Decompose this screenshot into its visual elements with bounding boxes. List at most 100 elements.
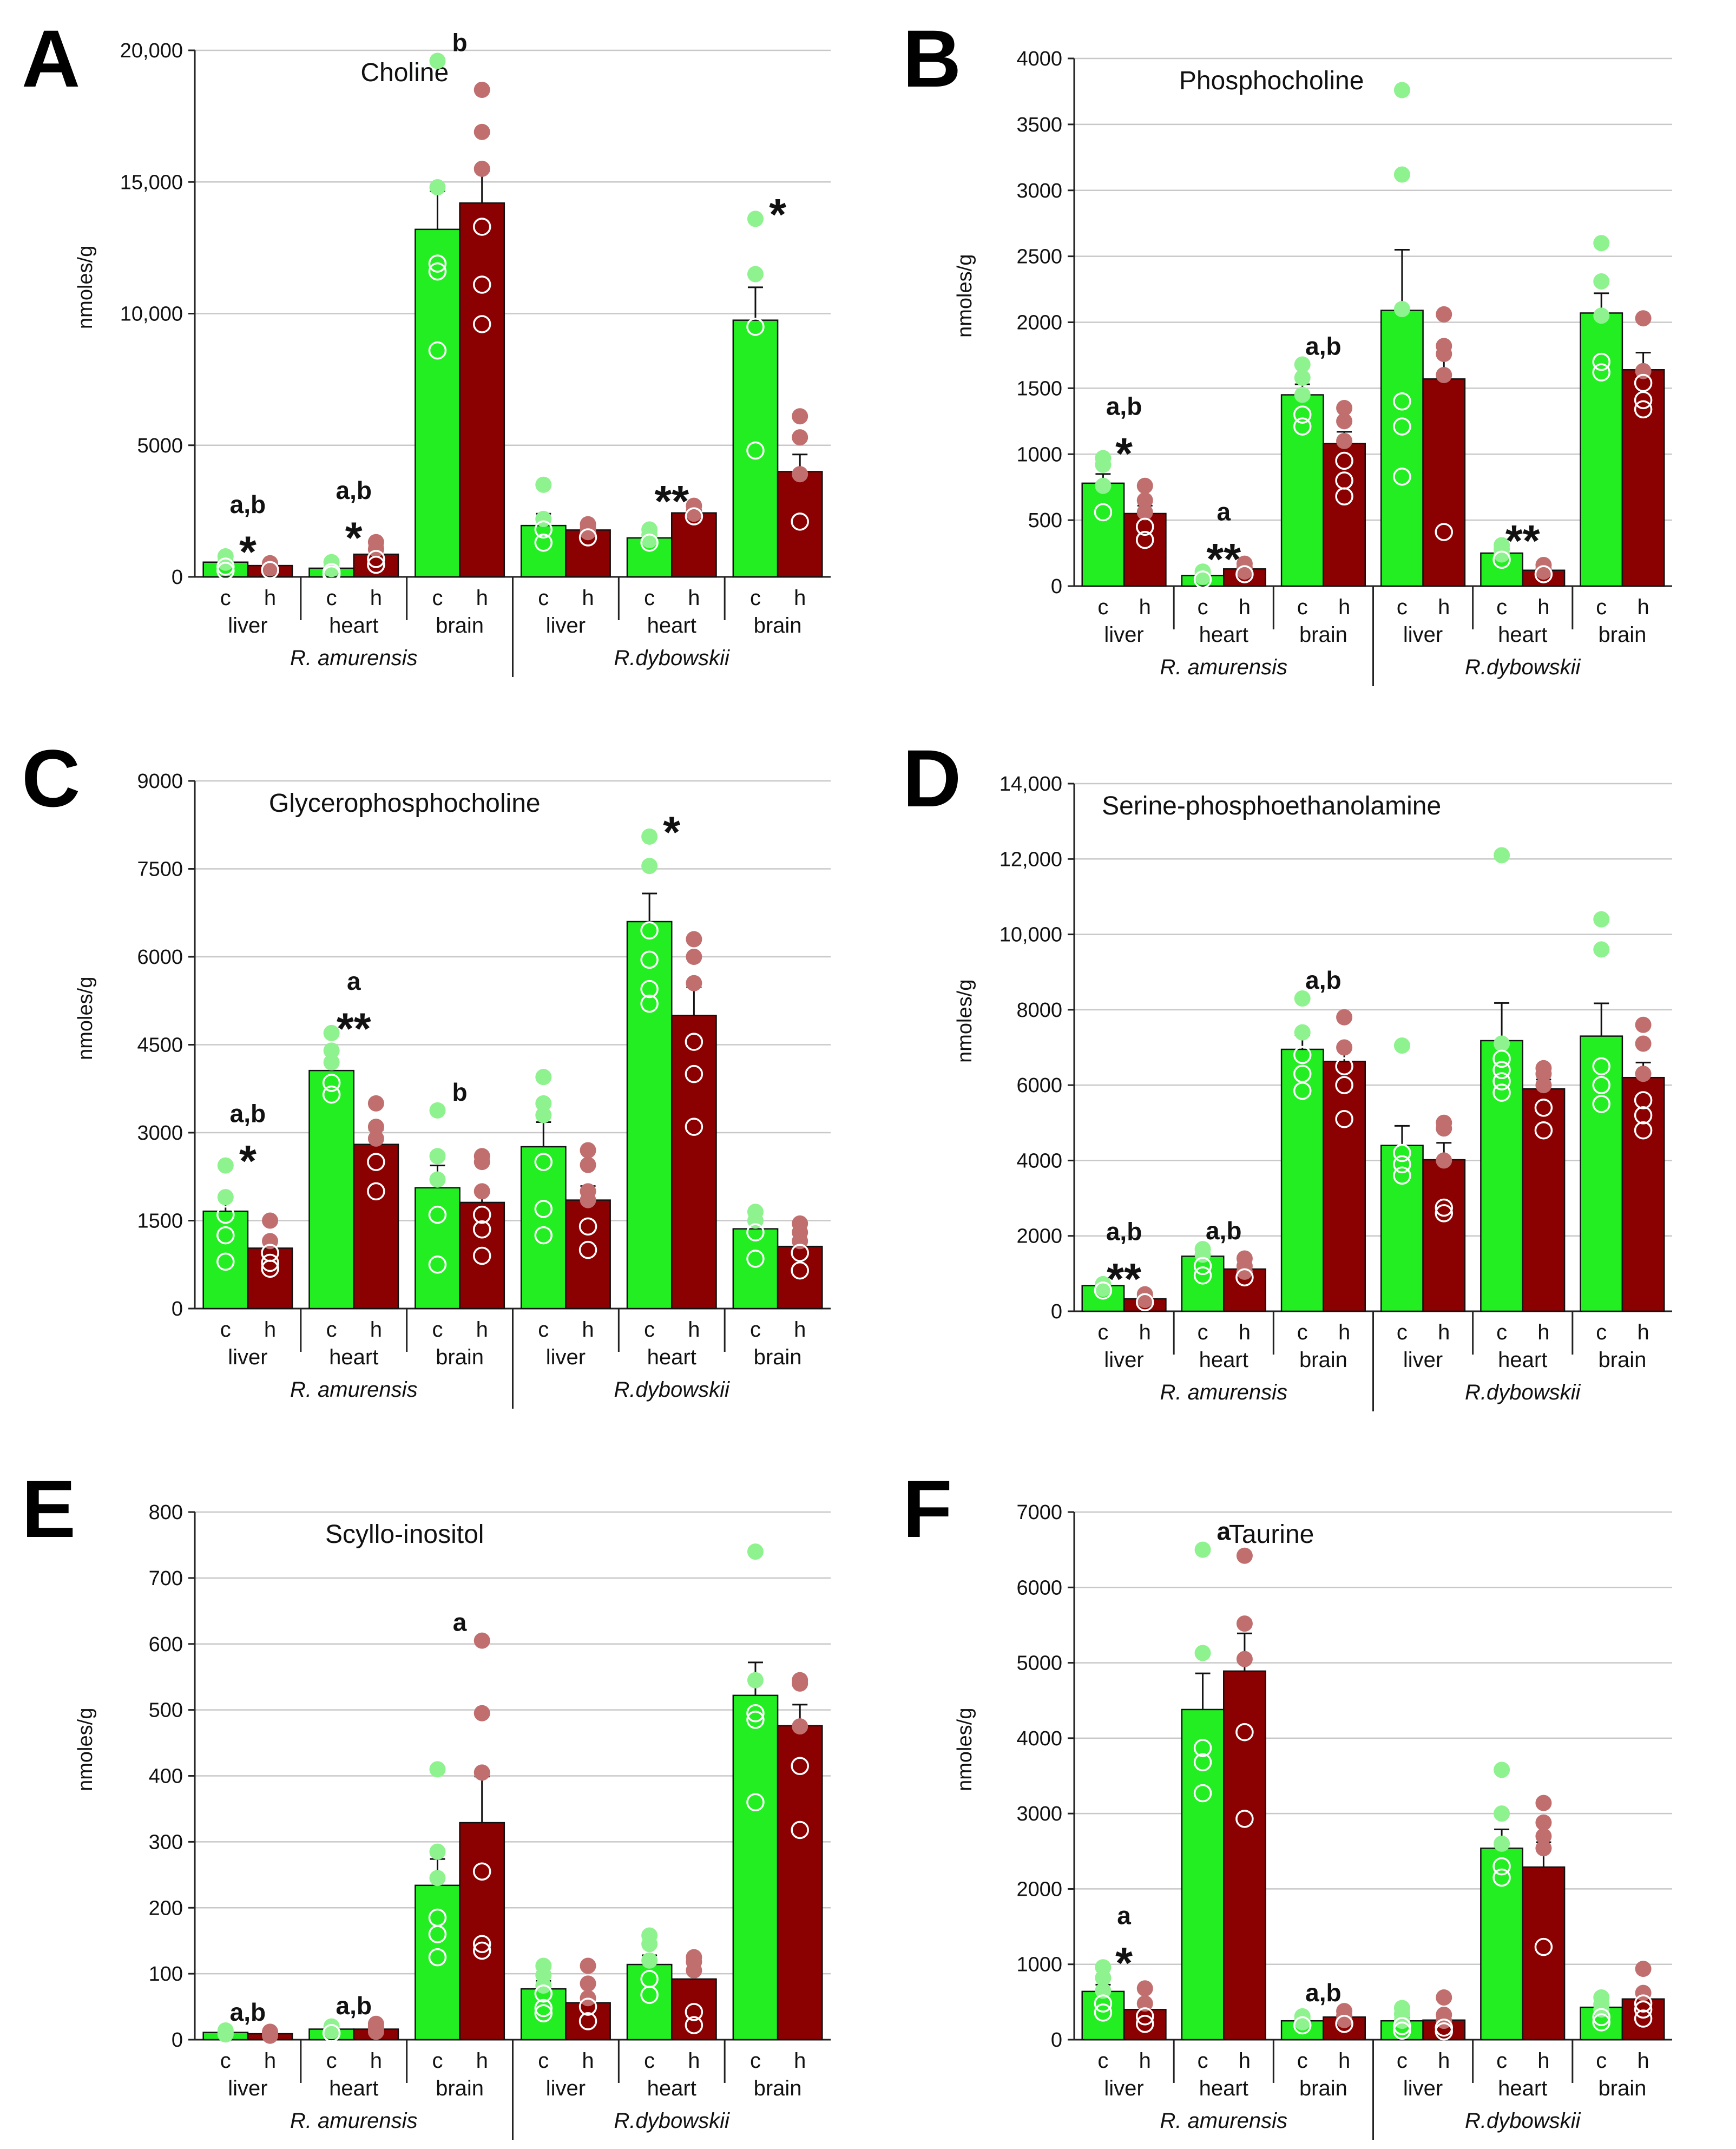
stat-letter: a,b (1305, 332, 1341, 360)
y-axis-label: nmoles/g (954, 980, 976, 1063)
data-point (474, 1632, 490, 1649)
bar-control (1081, 1990, 1125, 2041)
data-point (685, 1033, 703, 1051)
bar-hypoxia (671, 1015, 717, 1310)
data-point (791, 1821, 809, 1839)
condition-label: c (1297, 595, 1308, 619)
condition-label: c (538, 2049, 549, 2073)
data-point (428, 1948, 447, 1967)
y-tick-label: 7500 (137, 858, 183, 881)
bar-hypoxia (353, 1143, 399, 1310)
bar-hypoxia (247, 1247, 293, 1310)
data-point (792, 429, 808, 446)
y-axis-label: nmoles/g (74, 246, 97, 329)
data-point (1635, 1961, 1652, 1977)
condition-label: c (644, 1318, 655, 1342)
stat-letter: a,b (230, 1100, 266, 1128)
condition-label: h (582, 1318, 594, 1342)
condition-label: h (370, 2049, 382, 2073)
data-point (1236, 1263, 1253, 1280)
data-point (1535, 1828, 1552, 1844)
data-point (367, 1119, 384, 1135)
data-point (474, 1705, 490, 1721)
condition-label: h (1637, 2049, 1649, 2073)
data-point (1393, 301, 1410, 318)
condition-label: h (1338, 1320, 1350, 1344)
data-point (474, 81, 490, 98)
data-point (472, 1935, 491, 1954)
data-point (641, 1936, 658, 1953)
gridlines (195, 1511, 831, 1975)
group-heart: c h heart (1472, 847, 1566, 1372)
condition-label: h (1438, 595, 1450, 619)
data-point (535, 1107, 552, 1123)
data-point (534, 1153, 553, 1171)
stat-letter: a,b (336, 1992, 372, 2020)
group-heart: c h heart (617, 828, 717, 1369)
significance-marker: ** (1107, 1254, 1141, 1304)
tissue-label: liver (1403, 623, 1443, 647)
group-heart: c h heart (617, 1927, 717, 2100)
panel-letter: E (22, 1463, 76, 1554)
condition-label: c (326, 1318, 337, 1342)
y-tick-label: 8000 (1016, 999, 1062, 1022)
data-point (1635, 310, 1652, 327)
data-point (1336, 2012, 1353, 2028)
data-point (1336, 399, 1353, 416)
group-brain: c h brain (1272, 990, 1366, 1372)
group-heart: c h heart (300, 1024, 399, 1369)
data-point (746, 1704, 765, 1723)
data-point (792, 1718, 808, 1735)
tissue-label: liver (1403, 2076, 1443, 2100)
data-point (428, 1205, 447, 1224)
condition-label: c (1198, 2049, 1208, 2073)
data-point (747, 1543, 764, 1560)
data-point (216, 562, 235, 580)
condition-label: c (220, 586, 231, 610)
condition-label: h (1139, 1320, 1151, 1344)
y-tick-label: 600 (149, 1633, 183, 1656)
data-point (686, 975, 702, 991)
bar-hypoxia (1123, 512, 1167, 587)
bar-hypoxia (777, 471, 823, 578)
tissue-label: heart (647, 1345, 696, 1369)
condition-label: c (750, 1318, 761, 1342)
data-point (367, 1153, 385, 1171)
data-point (1136, 1980, 1153, 1997)
data-point (1593, 307, 1610, 324)
data-point (1535, 1814, 1552, 1831)
bar-control (1580, 312, 1623, 587)
condition-label: h (1438, 2049, 1450, 2073)
tissue-label: liver (228, 1345, 267, 1369)
tissue-label: liver (228, 614, 267, 638)
data-point (791, 1261, 809, 1280)
condition-label: c (750, 586, 761, 610)
condition-label: h (1537, 1320, 1549, 1344)
tissue-label: brain (754, 2076, 802, 2100)
condition-label: c (1198, 1320, 1208, 1344)
y-tick-label: 9000 (137, 770, 183, 793)
data-point (1592, 363, 1610, 382)
species-label: R.dybowskii (614, 1378, 731, 1402)
gridlines (1074, 783, 1672, 1237)
data-point (1095, 1969, 1112, 1986)
data-point (428, 254, 447, 273)
data-point (1492, 1857, 1511, 1876)
bar-control (1280, 1048, 1324, 1312)
gridlines (1074, 57, 1672, 521)
condition-label: h (688, 1318, 700, 1342)
data-point (1634, 400, 1653, 419)
bar-control (202, 1210, 249, 1310)
data-point (640, 1986, 659, 2004)
condition-label: h (794, 586, 806, 610)
tissue-label: brain (1598, 623, 1646, 647)
data-point (367, 555, 385, 574)
data-point (685, 1118, 703, 1136)
data-point (791, 1244, 809, 1262)
data-point (1136, 1293, 1154, 1312)
data-point (323, 1054, 340, 1070)
condition-label: h (794, 1318, 806, 1342)
condition-label: c (220, 1318, 231, 1342)
condition-label: c (326, 2049, 337, 2073)
data-point (474, 123, 490, 140)
